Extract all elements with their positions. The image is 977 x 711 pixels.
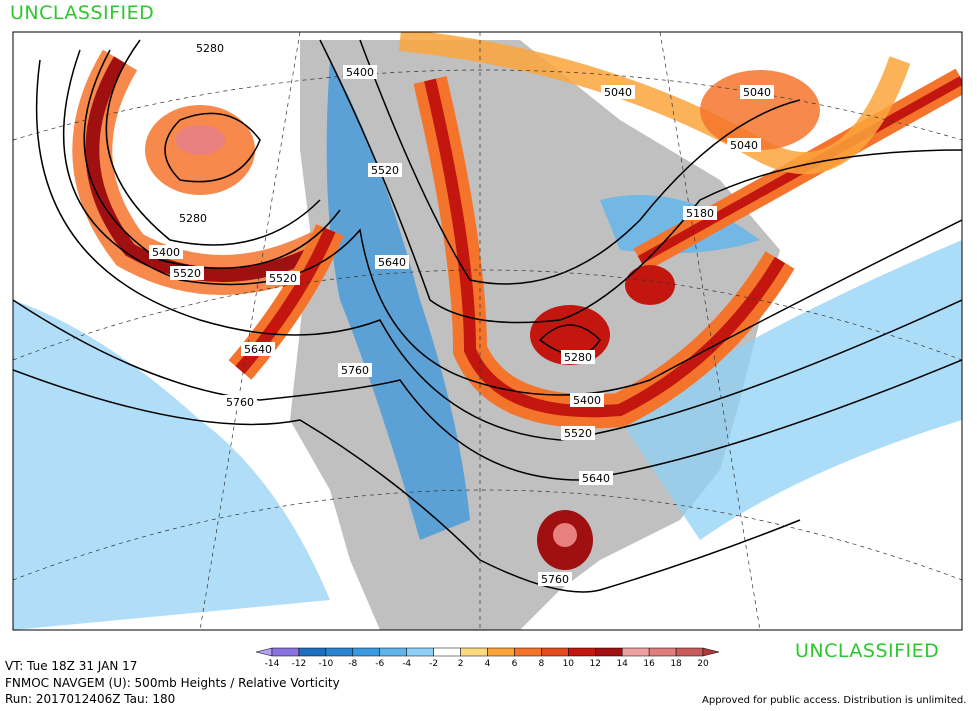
contour-label-bg bbox=[375, 255, 409, 269]
colorbar-tick-label: -6 bbox=[375, 659, 384, 669]
colorbar-bin bbox=[379, 647, 407, 657]
contour-label: 5280 bbox=[179, 212, 207, 225]
contour-label-bg bbox=[241, 342, 275, 356]
run-info: Run: 2017012406Z Tau: 180 bbox=[5, 692, 176, 706]
contour-label: 5180 bbox=[686, 207, 714, 220]
contour-label: 5760 bbox=[226, 396, 254, 409]
valid-time: VT: Tue 18Z 31 JAN 17 bbox=[5, 659, 138, 673]
colorbar-end bbox=[255, 647, 273, 657]
colorbar-tick-label: -8 bbox=[348, 659, 357, 669]
contour-label-bg bbox=[538, 572, 572, 586]
contour-label: 5520 bbox=[564, 427, 592, 440]
contour-label: 5040 bbox=[730, 139, 758, 152]
contour-label: 5760 bbox=[341, 364, 369, 377]
contour-label-bg bbox=[176, 211, 210, 225]
colorbar-tick-label: 10 bbox=[563, 659, 575, 669]
colorbar-tick-label: 4 bbox=[485, 659, 491, 669]
contour-label: 5640 bbox=[244, 343, 272, 356]
classification-top: UNCLASSIFIED bbox=[10, 2, 155, 24]
colorbar-tick-label: 16 bbox=[643, 659, 655, 669]
contour-label-bg bbox=[343, 65, 377, 79]
contour-label-bg bbox=[193, 41, 227, 55]
colorbar-tick-label: 18 bbox=[670, 659, 682, 669]
contour-label-bg bbox=[579, 471, 613, 485]
model-description: FNMOC NAVGEM (U): 500mb Heights / Relati… bbox=[5, 676, 340, 690]
contour-label-bg bbox=[368, 163, 402, 177]
colorbar-tick-label: -2 bbox=[429, 659, 438, 669]
colorbar-bin bbox=[541, 647, 569, 657]
colorbar-bin bbox=[675, 647, 704, 657]
colorbar-bin bbox=[433, 647, 461, 657]
contour-label-bg bbox=[266, 271, 300, 285]
contour-label: 5040 bbox=[743, 86, 771, 99]
colorbar-tick-label: 2 bbox=[458, 659, 464, 669]
colorbar-tick-label: 14 bbox=[616, 659, 628, 669]
colorbar-bin bbox=[514, 647, 542, 657]
colorbar-end bbox=[702, 647, 720, 657]
contour-label: 5520 bbox=[173, 267, 201, 280]
colorbar-bin bbox=[460, 647, 488, 657]
contour-label-bg bbox=[561, 426, 595, 440]
contour-label: 5520 bbox=[269, 272, 297, 285]
contour-label-bg bbox=[727, 138, 761, 152]
colorbar-tick-label: -12 bbox=[292, 659, 307, 669]
contour-label-bg bbox=[601, 85, 635, 99]
colorbar-bin bbox=[568, 647, 596, 657]
contour-label-bg bbox=[338, 363, 372, 377]
contour-label-bg bbox=[570, 393, 604, 407]
contour-label-bg bbox=[223, 395, 257, 409]
contour-label-bg bbox=[740, 85, 774, 99]
colorbar-bin bbox=[648, 647, 677, 657]
contour-label: 5400 bbox=[573, 394, 601, 407]
colorbar-bin bbox=[595, 647, 623, 657]
colorbar-tick-label: -14 bbox=[265, 659, 280, 669]
colorbar-bin bbox=[298, 647, 327, 657]
contour-label-bg bbox=[149, 245, 183, 259]
contour-label: 5640 bbox=[378, 256, 406, 269]
contour-label: 5640 bbox=[582, 472, 610, 485]
classification-bottom: UNCLASSIFIED bbox=[795, 640, 940, 662]
contour-label-bg bbox=[683, 206, 717, 220]
colorbar-tick-label: 12 bbox=[590, 659, 601, 669]
colorbar-tick-label: 8 bbox=[539, 659, 545, 669]
colorbar-bin bbox=[325, 647, 354, 657]
colorbar-bin bbox=[621, 647, 650, 657]
contour-label: 5280 bbox=[564, 351, 592, 364]
colorbar-bin bbox=[271, 647, 300, 657]
colorbar-tick-label: -10 bbox=[319, 659, 334, 669]
contour-label: 5280 bbox=[196, 42, 224, 55]
contour-label-bg bbox=[170, 266, 204, 280]
colorbar-bin bbox=[352, 647, 380, 657]
contour-label: 5760 bbox=[541, 573, 569, 586]
colorbar-tick-label: 6 bbox=[512, 659, 518, 669]
colorbar-bin bbox=[487, 647, 515, 657]
map-field bbox=[13, 32, 962, 630]
contour-label: 5400 bbox=[152, 246, 180, 259]
contour-label-bg bbox=[561, 350, 595, 364]
contour-label: 5520 bbox=[371, 164, 399, 177]
contour-label: 5040 bbox=[604, 86, 632, 99]
colorbar-tick-label: -4 bbox=[402, 659, 411, 669]
colorbar-tick-label: 20 bbox=[697, 659, 709, 669]
colorbar-bin bbox=[406, 647, 434, 657]
approval-note: Approved for public access. Distribution… bbox=[702, 695, 967, 706]
contour-label: 5400 bbox=[346, 66, 374, 79]
